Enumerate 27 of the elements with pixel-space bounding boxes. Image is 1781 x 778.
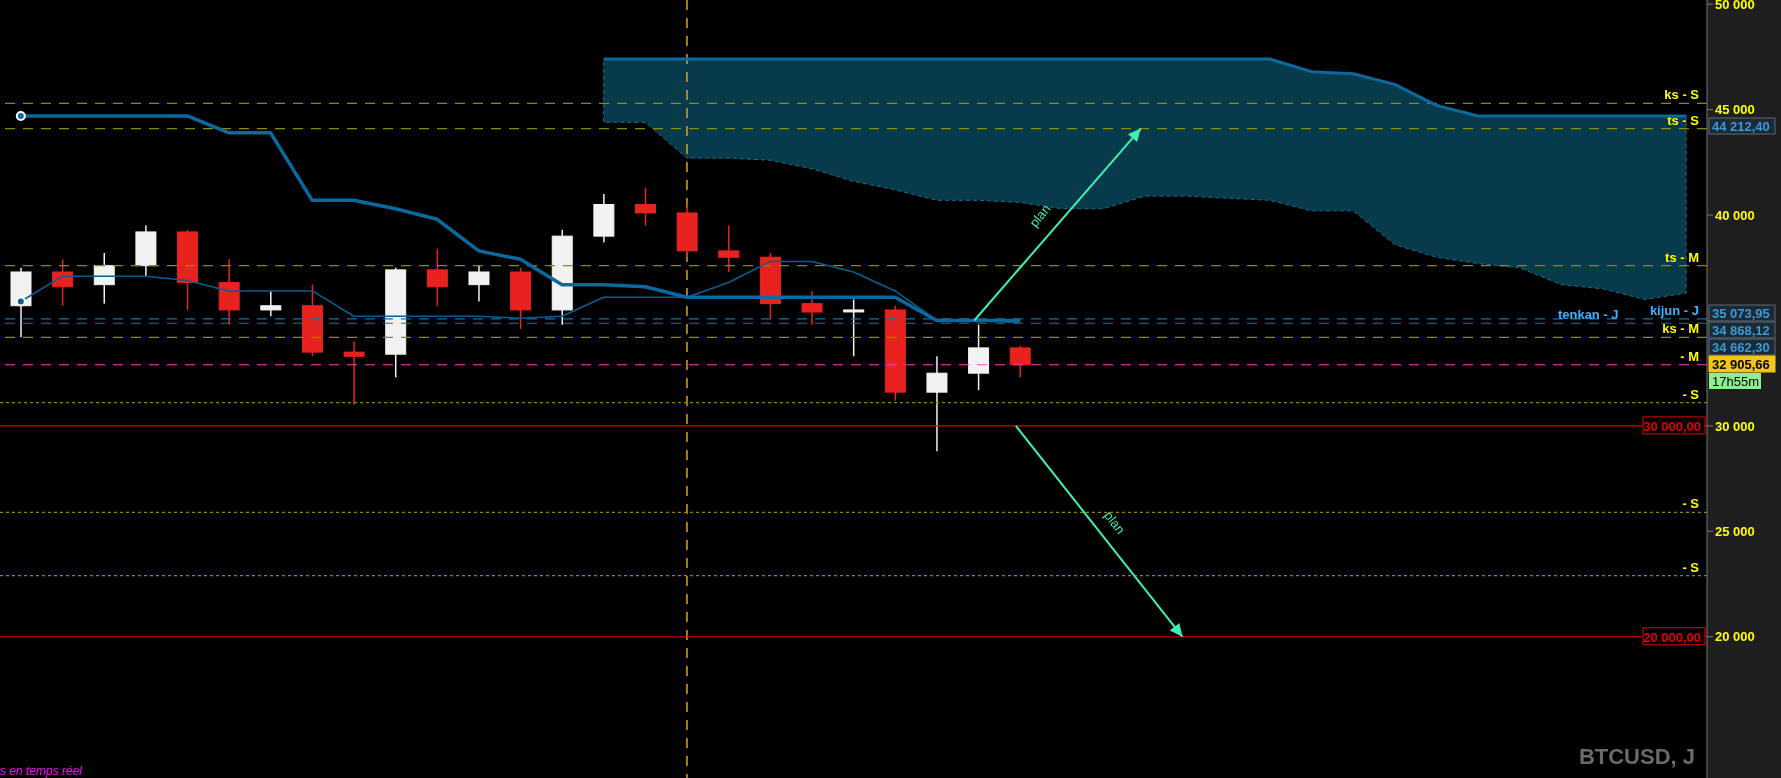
text: 35 073,95 [1712,306,1770,321]
ref-line-label: tenkan - J [1557,307,1619,323]
ref-line-label: - S [1682,386,1700,402]
y-tick-label: 50 000 [1715,0,1755,12]
ref-line-label: - M [1680,348,1699,364]
text: 17h55m [1712,374,1759,389]
y-tick-label: 20 000 [1715,629,1755,645]
ref-line-label: 20 000,00 [1643,629,1701,645]
y-tick-label: 40 000 [1715,207,1755,223]
text: 44 212,40 [1712,119,1770,134]
y-tick-label: 25 000 [1715,523,1755,539]
annotation: BTCUSD, J [1578,744,1695,769]
ref-line-label: ts - M [1665,249,1699,265]
text: 34 662,30 [1712,340,1770,355]
ref-line-label: ts - S [1667,112,1700,128]
text: 32 905,66 [1712,357,1770,372]
y-tick-label: 30 000 [1715,418,1755,434]
y-tick-label: 45 000 [1715,102,1755,118]
ref-line-label: - S [1682,496,1700,512]
annotation: plan [1101,508,1129,537]
ref-line-label: ks - M [1662,321,1699,337]
text: 34 868,12 [1712,323,1770,338]
ref-line-label: ks - S [1664,87,1700,103]
annotation: s en temps réel [0,764,83,778]
ref-line-label: - S [1682,559,1700,575]
ref-line-label: kijun - J [1649,302,1699,318]
ref-line-label: 30 000,00 [1643,418,1701,434]
